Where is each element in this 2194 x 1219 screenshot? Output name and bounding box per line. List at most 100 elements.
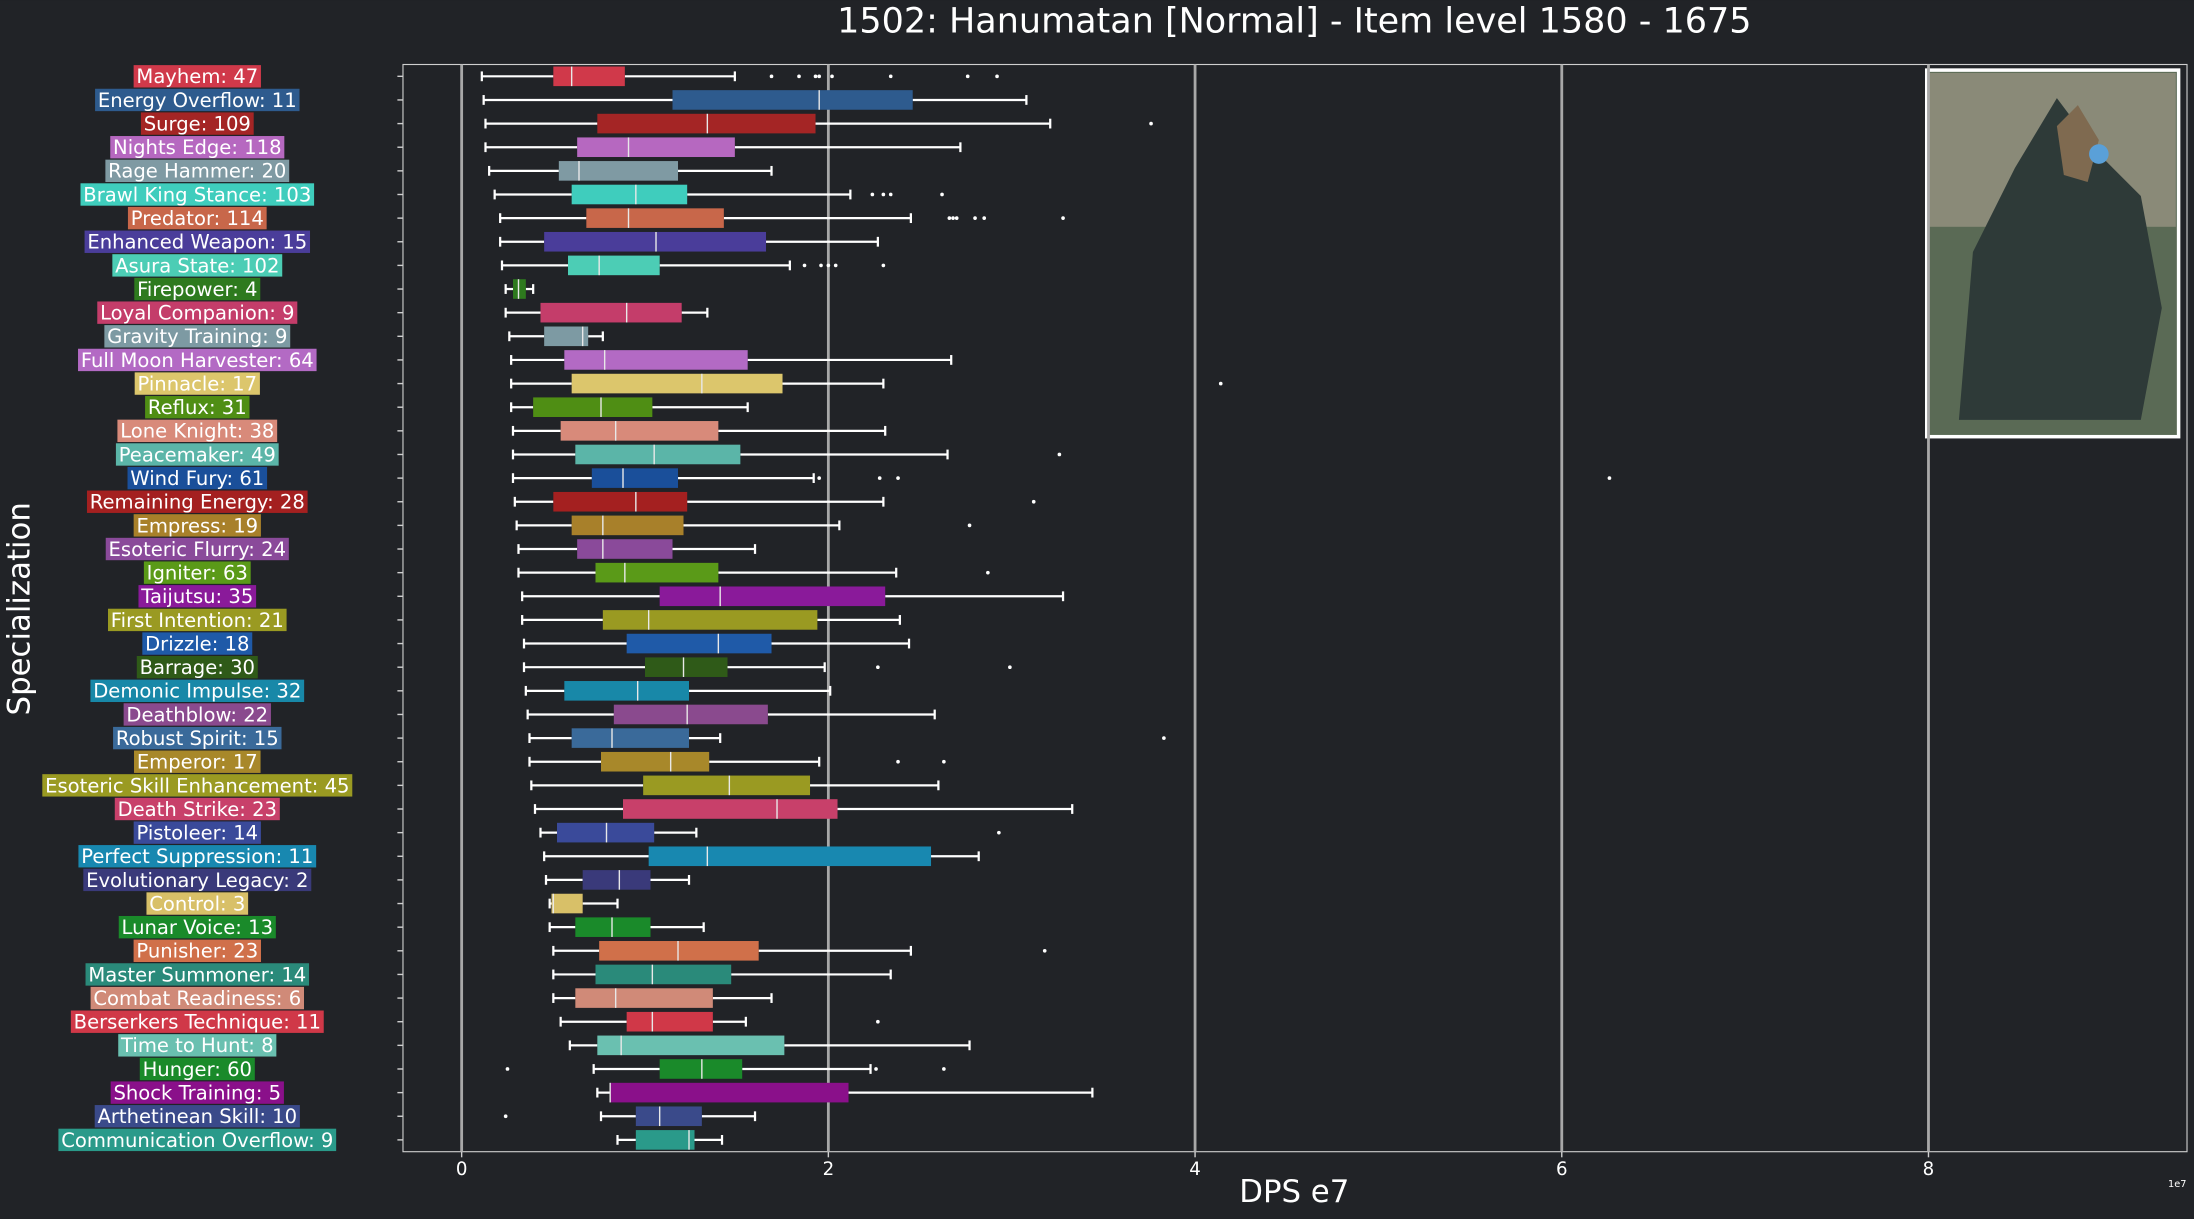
outlier [881, 263, 886, 268]
box [586, 208, 724, 228]
box [564, 681, 690, 701]
outlier [947, 216, 952, 220]
box-group [511, 468, 1612, 488]
box-group [543, 846, 980, 867]
outlier [982, 216, 987, 220]
box-group [522, 657, 1012, 677]
y-tick-label: Reflux: 31 [148, 396, 247, 419]
box [577, 539, 673, 559]
box-group [552, 988, 773, 1008]
category-label-background [133, 65, 261, 88]
box [571, 373, 783, 394]
box [564, 350, 748, 370]
box-group [510, 397, 749, 417]
box-group [503, 1106, 757, 1127]
y-tick-label: Evolutionary Legacy: 2 [86, 869, 308, 892]
box-group [526, 704, 936, 725]
category-label-background [112, 254, 283, 277]
y-tick-label: Demonic Impulse: 32 [93, 680, 301, 703]
y-tick-label: Rage Hammer: 20 [108, 160, 286, 183]
box [659, 586, 886, 607]
outlier [1057, 452, 1062, 457]
x-axis-label: DPS e7 [1239, 1174, 1349, 1210]
box-group [500, 255, 886, 276]
box-group [568, 1035, 971, 1056]
outlier [505, 1067, 510, 1071]
y-tick-label: Communication Overflow: 9 [61, 1129, 333, 1152]
y-tick-label: Lunar Voice: 13 [122, 916, 273, 939]
box-group [539, 822, 1001, 843]
outlier [986, 570, 990, 575]
y-tick-label: Perfect Suppression: 11 [81, 845, 313, 868]
box-group [510, 373, 1223, 394]
category-label-background [94, 1105, 300, 1128]
y-tick-label: Deathblow: 22 [126, 703, 268, 726]
outlier [769, 74, 774, 79]
y-tick-label: Berserkers Technique: 11 [74, 1011, 321, 1034]
outlier [874, 1067, 878, 1071]
y-tick-label: Esoteric Skill Enhancement: 45 [45, 774, 349, 797]
category-label-background [134, 750, 261, 773]
category-label-background [127, 466, 268, 490]
box-group [517, 539, 757, 559]
category-label-background [136, 655, 258, 679]
portrait-head [2056, 105, 2099, 183]
y-tick-label: Shock Training: 5 [113, 1082, 281, 1105]
box-group [616, 1130, 724, 1150]
box-group [533, 799, 1074, 819]
box [556, 822, 655, 843]
outlier [817, 476, 822, 480]
plot-frame [402, 63, 2188, 1153]
box [533, 397, 653, 417]
box-group [548, 917, 705, 937]
y-tick-label: Lone Knight: 38 [120, 420, 274, 443]
box [551, 893, 583, 914]
category-label-background [104, 325, 291, 348]
outlier [954, 216, 959, 220]
box-group [517, 562, 990, 583]
category-label-background [84, 230, 311, 253]
box-group [510, 350, 953, 370]
x-tick-label: 4 [1189, 1159, 1201, 1180]
grid [460, 64, 1930, 1152]
outlier [1061, 216, 1065, 220]
box-group [480, 66, 999, 87]
outlier [817, 74, 822, 79]
box [610, 1082, 849, 1103]
category-label-background [110, 1081, 284, 1104]
box [582, 870, 651, 890]
outlier [1149, 121, 1153, 126]
category-label-background [118, 1034, 277, 1057]
box-group [511, 444, 1062, 465]
category-label-background [127, 206, 267, 230]
category-label-background [145, 396, 250, 419]
box-group [521, 610, 901, 630]
category-label-background [142, 632, 253, 655]
category-label-background [58, 1128, 337, 1152]
box-group [484, 137, 962, 158]
category-label-background [78, 845, 317, 868]
y-tick-label: Energy Overflow: 11 [98, 89, 297, 112]
outlier [819, 263, 823, 268]
y-tick-label: Death Strike: 23 [118, 798, 277, 821]
category-label-background [115, 443, 279, 466]
y-tick-label: Drizzle: 18 [145, 632, 249, 655]
box-group [508, 326, 604, 347]
outlier [965, 74, 970, 79]
x-tick-label: 8 [1923, 1159, 1935, 1180]
box-group [552, 941, 1047, 961]
outlier [997, 830, 1001, 835]
category-label-background [95, 88, 300, 112]
outlier [830, 74, 834, 79]
box [626, 1011, 713, 1032]
box-group [596, 1082, 1094, 1103]
box-group [515, 515, 972, 536]
category-label-background [105, 537, 289, 561]
box [575, 988, 713, 1008]
portrait-face [2089, 144, 2109, 164]
category-label-background [143, 561, 251, 584]
box [553, 66, 625, 87]
y-tick-label: Predator: 114 [131, 207, 264, 230]
category-label-background [117, 419, 278, 443]
box [595, 964, 732, 985]
